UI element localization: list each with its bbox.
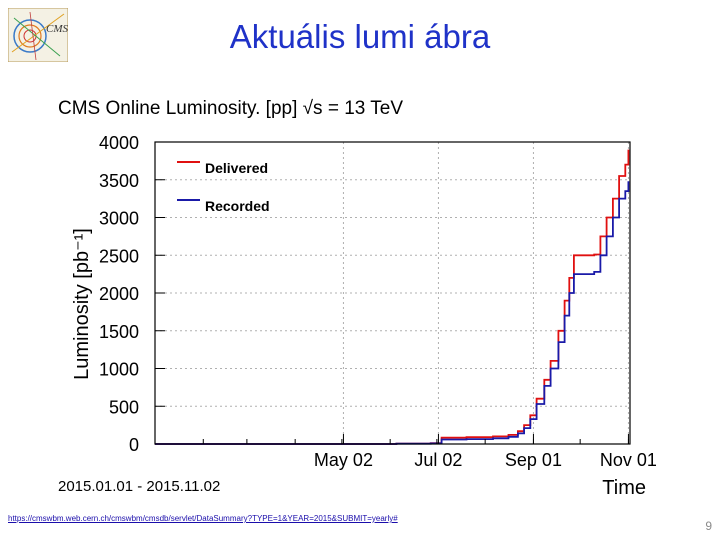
series-line-recorded — [155, 181, 630, 445]
legend-label-delivered: Delivered — [205, 160, 268, 176]
grid-lines — [155, 141, 630, 445]
x-tick-label: Sep 01 — [505, 450, 562, 470]
axis-ticks: 0 500 1000 1500 2000 2500 3000 3500 4000 May 02 Ju… — [99, 133, 657, 470]
legend: Delivered Recorded — [177, 160, 270, 214]
y-tick-label: 0 — [129, 435, 139, 455]
series-line-delivered — [155, 149, 630, 445]
y-tick-label: 3500 — [99, 171, 139, 191]
cms-logo: CMS — [8, 8, 68, 62]
y-axis-label: Luminosity [pb⁻¹] — [71, 228, 93, 380]
legend-label-recorded: Recorded — [205, 198, 270, 214]
x-axis-label: Time — [602, 477, 646, 499]
chart-title: CMS Online Luminosity. [pp] √s = 13 TeV — [58, 98, 403, 119]
y-tick-label: 2000 — [99, 284, 139, 304]
y-tick-label: 3000 — [99, 209, 139, 229]
y-tick-label: 1000 — [99, 360, 139, 380]
x-tick-label: Jul 02 — [414, 450, 462, 470]
y-tick-label: 2500 — [99, 246, 139, 266]
series-lines — [155, 149, 630, 445]
y-tick-label: 4000 — [99, 133, 139, 153]
source-link[interactable]: https://cmswbm.web.cern.ch/cmswbm/cmsdb/… — [8, 514, 398, 523]
slide-title: Aktuális lumi ábra — [229, 18, 491, 55]
y-tick-label: 500 — [109, 397, 139, 417]
x-tick-label: May 02 — [314, 450, 373, 470]
svg-text:CMS: CMS — [46, 23, 68, 35]
date-range-label: 2015.01.01 - 2015.11.02 — [58, 478, 220, 495]
page-number: 9 — [705, 519, 712, 533]
y-tick-label: 1500 — [99, 322, 139, 342]
x-tick-label: Nov 01 — [600, 450, 657, 470]
